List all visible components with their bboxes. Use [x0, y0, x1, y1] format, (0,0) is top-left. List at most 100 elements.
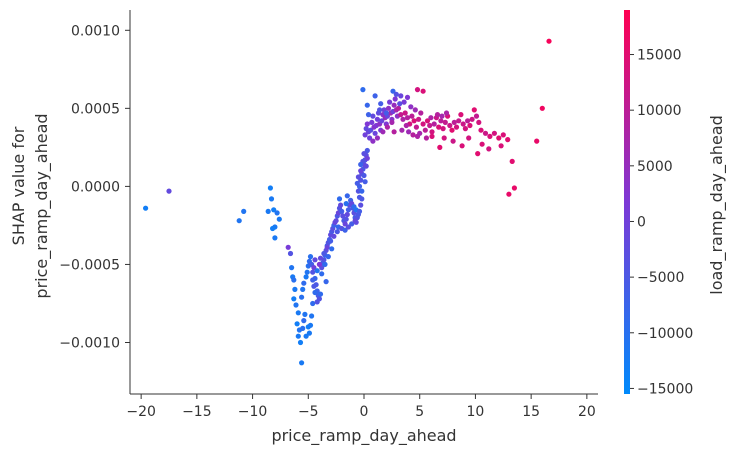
data-point	[358, 168, 364, 174]
data-point	[323, 279, 329, 285]
data-point	[390, 88, 396, 94]
data-point	[413, 124, 419, 130]
data-point	[418, 110, 424, 116]
data-point	[339, 208, 345, 214]
data-point	[368, 127, 374, 133]
data-point	[306, 330, 312, 336]
data-point	[307, 322, 314, 328]
data-point	[399, 127, 405, 133]
data-point	[534, 138, 540, 144]
data-point	[295, 333, 301, 339]
data-point	[462, 126, 468, 132]
data-point	[322, 261, 328, 267]
data-point	[511, 185, 517, 191]
data-point	[391, 102, 397, 108]
data-point	[289, 265, 295, 271]
data-point	[360, 87, 366, 93]
x-tick-label: −20	[126, 404, 156, 420]
data-point	[303, 274, 309, 280]
data-point	[509, 158, 515, 164]
data-point	[312, 257, 318, 263]
colorbar-tick-label: −5000	[637, 270, 684, 286]
data-point	[359, 188, 365, 194]
x-ticks: −20 −15 −10 −5 0 5 10 15 20	[126, 394, 596, 420]
data-point	[336, 196, 343, 202]
data-point	[241, 208, 247, 214]
data-point	[364, 121, 370, 127]
data-point	[431, 121, 437, 127]
data-point	[451, 119, 457, 125]
data-point	[417, 130, 423, 136]
y-tick-label: 0.0005	[71, 101, 120, 117]
data-point	[364, 102, 370, 108]
data-point	[333, 218, 339, 224]
data-point	[453, 124, 460, 130]
colorbar-label: load_ramp_day_ahead	[707, 115, 727, 295]
data-point	[349, 221, 355, 227]
data-point	[356, 194, 363, 200]
x-tick-label: 5	[415, 404, 424, 420]
data-point	[420, 88, 426, 94]
data-point	[491, 130, 497, 136]
data-point	[362, 132, 368, 138]
data-point	[403, 122, 409, 129]
data-point	[236, 218, 242, 224]
data-point	[422, 127, 428, 133]
x-axis-label: price_ramp_day_ahead	[271, 426, 456, 446]
y-tick-label: 0.0010	[71, 23, 120, 39]
colorbar-tick-label: 5000	[637, 159, 673, 175]
data-point	[299, 360, 305, 366]
data-point	[546, 38, 552, 44]
x-tick-label: 10	[467, 404, 485, 420]
data-point	[297, 339, 304, 346]
data-point	[401, 99, 407, 105]
data-point	[334, 229, 340, 235]
y-ticks: 0.0010 0.0005 0.0000 −0.0005 −0.0010	[59, 23, 130, 351]
data-point	[429, 133, 435, 139]
data-point	[292, 286, 298, 292]
x-tick-label: 0	[360, 404, 369, 420]
data-point	[354, 180, 360, 186]
data-point	[342, 221, 348, 227]
data-point	[471, 107, 477, 113]
data-point	[301, 318, 307, 324]
data-point	[294, 321, 300, 327]
data-point	[459, 143, 465, 149]
data-point	[307, 254, 314, 260]
data-point	[331, 233, 337, 239]
data-point	[409, 113, 415, 119]
data-point	[440, 126, 446, 132]
data-point	[295, 310, 301, 316]
data-point	[287, 250, 294, 257]
data-point	[293, 302, 299, 308]
data-point	[402, 110, 408, 116]
data-point	[276, 216, 282, 222]
data-point	[300, 286, 306, 292]
data-point	[361, 172, 367, 179]
data-point	[447, 122, 453, 129]
data-point	[143, 205, 149, 211]
data-point	[436, 124, 442, 130]
data-point	[372, 130, 378, 136]
data-point	[500, 132, 506, 138]
colorbar-tick-label: 0	[637, 214, 646, 230]
colorbar	[624, 10, 630, 394]
data-point	[397, 101, 403, 107]
x-tick-label: −15	[182, 404, 212, 420]
y-tick-label: 0.0000	[71, 179, 120, 195]
data-point	[311, 283, 317, 289]
colorbar-tick-label: −15000	[637, 381, 693, 397]
data-point	[383, 110, 389, 116]
data-point	[369, 119, 375, 125]
data-point	[458, 112, 464, 118]
data-point	[391, 129, 397, 135]
data-point	[267, 185, 273, 191]
data-point	[469, 116, 475, 122]
data-point	[370, 138, 376, 144]
data-point	[392, 96, 398, 102]
data-point	[406, 129, 412, 135]
data-point	[539, 105, 545, 111]
data-point	[344, 211, 350, 218]
data-point	[478, 127, 484, 133]
